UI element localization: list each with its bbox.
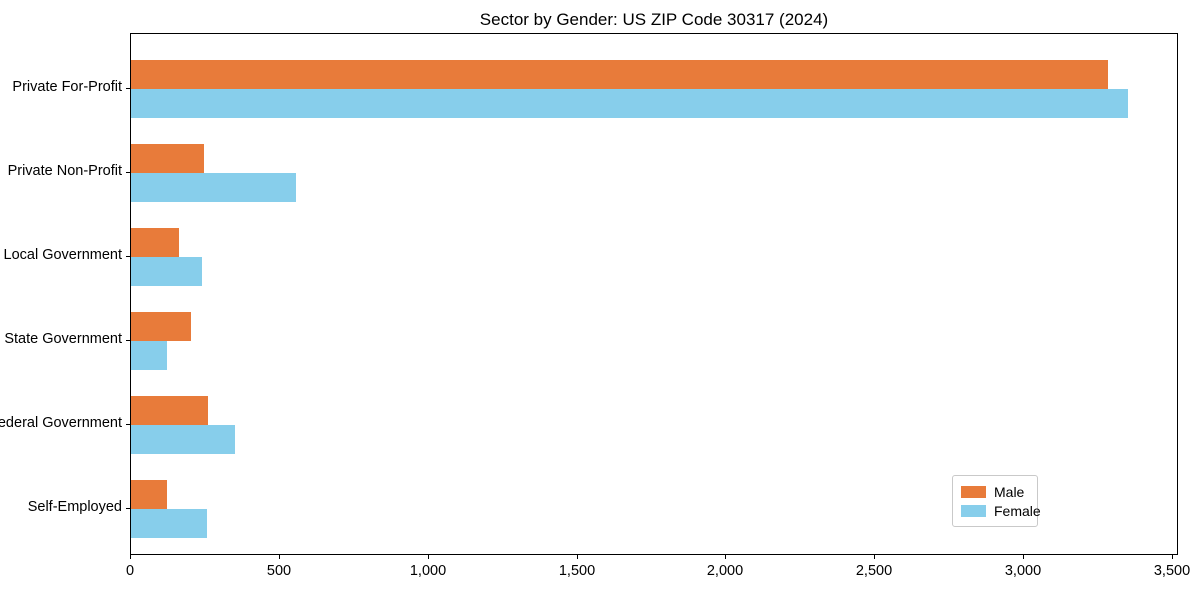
x-tick-label: 1,000: [409, 563, 447, 579]
legend-swatch-icon: [961, 504, 986, 517]
chart-title: Sector by Gender: US ZIP Code 30317 (202…: [479, 10, 829, 29]
category-label: Private For-Profit: [12, 79, 122, 95]
x-tick-mark: [577, 555, 578, 559]
bar-male: [131, 228, 179, 257]
bar-female: [131, 257, 202, 286]
category-label: Self-Employed: [27, 499, 122, 515]
bar-female: [131, 425, 235, 454]
legend-label: Female: [994, 502, 1041, 519]
bar-male: [131, 480, 167, 509]
legend-entry: Male: [961, 482, 1029, 501]
x-tick-label: 3,500: [1153, 563, 1191, 579]
bar-female: [131, 509, 207, 538]
legend: Male Female: [952, 475, 1041, 527]
bar-male: [131, 60, 1108, 89]
y-tick-mark: [126, 172, 130, 173]
x-tick-label: 2,000: [706, 563, 744, 579]
y-tick-mark: [126, 424, 130, 425]
y-tick-mark: [126, 88, 130, 89]
bar-male: [131, 396, 208, 425]
category-label: Private Non-Profit: [7, 163, 122, 179]
category-label: Federal Government: [0, 415, 122, 431]
legend-label: Male: [994, 483, 1025, 500]
x-tick-label: 1,500: [558, 563, 596, 579]
x-tick-mark: [1023, 555, 1024, 559]
category-label: Local Government: [3, 247, 122, 263]
x-tick-mark: [428, 555, 429, 559]
x-tick-mark: [725, 555, 726, 559]
category-label: State Government: [4, 331, 122, 347]
x-tick-label: 3,000: [1004, 563, 1042, 579]
x-tick-mark: [130, 555, 131, 559]
bar-female: [131, 173, 296, 202]
y-tick-mark: [126, 256, 130, 257]
bar-female: [131, 341, 167, 370]
x-tick-label: 500: [266, 563, 292, 579]
y-tick-mark: [126, 340, 130, 341]
bar-male: [131, 312, 191, 341]
y-tick-mark: [126, 508, 130, 509]
x-tick-mark: [279, 555, 280, 559]
bar-male: [131, 144, 204, 173]
plot-area: [130, 33, 1178, 555]
x-tick-label: 0: [125, 563, 135, 579]
legend-swatch-icon: [961, 485, 986, 498]
x-tick-mark: [1172, 555, 1173, 559]
bar-female: [131, 89, 1128, 118]
legend-entry: Female: [961, 501, 1041, 520]
x-tick-mark: [874, 555, 875, 559]
x-tick-label: 2,500: [855, 563, 893, 579]
